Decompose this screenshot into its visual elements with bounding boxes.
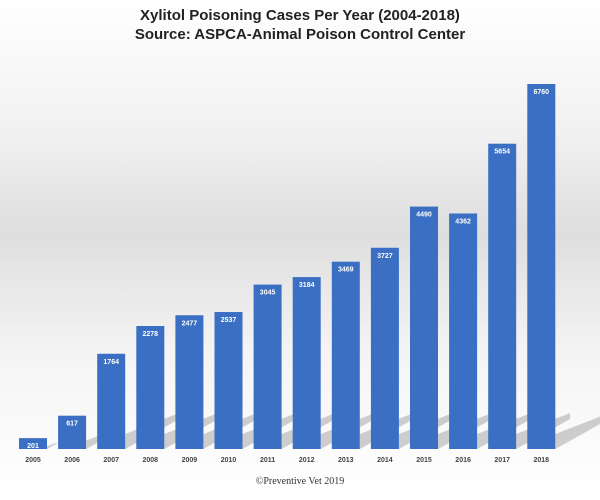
data-label: 2477	[182, 320, 198, 327]
chart-subtitle: Source: ASPCA-Animal Poison Control Cent…	[134, 26, 466, 43]
bar	[253, 284, 282, 449]
x-tick-label: 2016	[455, 457, 471, 464]
bar	[292, 277, 321, 449]
data-label: 1764	[103, 359, 119, 366]
x-tick-label: 2006	[64, 457, 80, 464]
x-tick-label: 2010	[221, 457, 237, 464]
x-tick-label: 2007	[103, 457, 119, 464]
chart-title: Xylitol Poisoning Cases Per Year (2004-2…	[140, 7, 460, 24]
data-label: 2537	[221, 317, 237, 324]
x-tick-label: 2017	[494, 457, 510, 464]
bar	[97, 353, 126, 449]
x-tick-label: 2008	[143, 457, 159, 464]
bar	[449, 213, 478, 449]
data-label: 4490	[416, 212, 432, 219]
bar	[19, 438, 47, 449]
data-label: 617	[66, 421, 78, 428]
data-label: 5654	[494, 149, 510, 156]
bar	[214, 312, 243, 449]
x-tick-label: 2011	[260, 457, 275, 464]
bar	[488, 143, 517, 449]
bar	[527, 84, 556, 449]
data-label: 201	[27, 443, 39, 450]
bar-shadow	[47, 442, 57, 449]
bar	[58, 415, 87, 449]
data-label: 6760	[534, 89, 550, 96]
data-label: 3727	[377, 253, 393, 260]
data-label: 3045	[260, 290, 276, 297]
data-label: 4362	[455, 218, 471, 225]
data-label: 3469	[338, 267, 354, 274]
bar	[410, 206, 438, 449]
data-label: 2278	[143, 331, 159, 338]
x-tick-label: 2014	[377, 457, 393, 464]
x-tick-label: 2009	[182, 457, 198, 464]
bar	[136, 326, 165, 449]
bar-shadow	[555, 416, 600, 449]
bar	[370, 247, 399, 449]
x-tick-label: 2005	[25, 457, 41, 464]
x-tick-label: 2012	[299, 457, 315, 464]
x-tick-label: 2015	[416, 457, 432, 464]
copyright-footer: ©Preventive Vet 2019	[255, 476, 345, 487]
data-label: 3184	[299, 282, 315, 289]
bar	[331, 261, 360, 449]
bar	[175, 315, 204, 449]
x-tick-label: 2013	[338, 457, 354, 464]
x-tick-label: 2018	[534, 457, 550, 464]
